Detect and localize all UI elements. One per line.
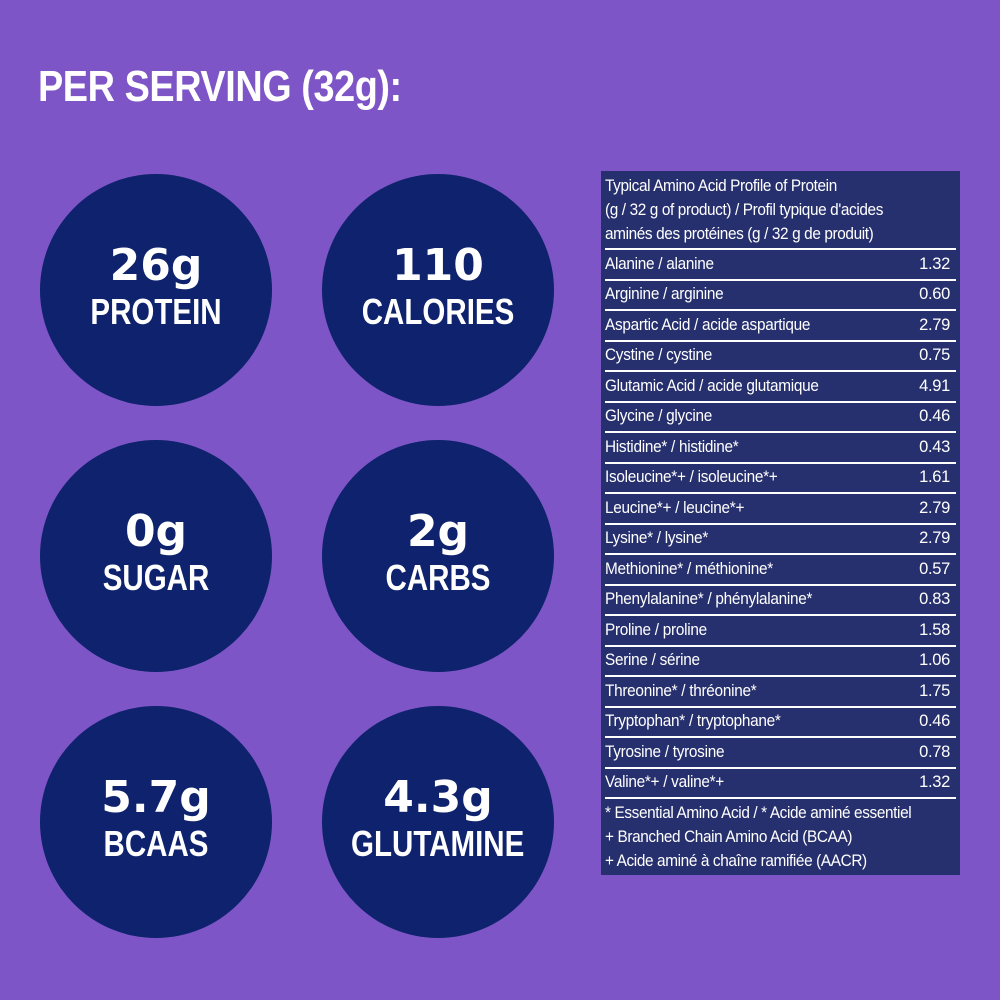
amino-acid-name: Lysine* / lysine* [605, 529, 709, 548]
amino-acid-name: Histidine* / histidine* [605, 437, 739, 456]
table-title-line: Typical Amino Acid Profile of Protein [605, 177, 837, 195]
table-row: Isoleucine*+ / isoleucine*+ 1.61 [605, 464, 956, 494]
table-divider [605, 248, 956, 250]
amino-acid-name: Threonine* / thréonine* [605, 681, 757, 700]
stat-value: 26g [109, 240, 203, 291]
table-row: Phenylalanine* / phénylalanine* 0.83 [605, 586, 956, 616]
amino-acid-profile-table: Typical Amino Acid Profile of Protein (g… [601, 171, 960, 875]
stat-label: GLUTAMINE [351, 823, 525, 864]
amino-acid-name: Alanine / alanine [605, 254, 714, 273]
amino-acid-name: Arginine / arginine [605, 285, 724, 304]
amino-acid-value: 2.79 [919, 529, 950, 548]
table-row: Aspartic Acid / acide aspartique 2.79 [605, 311, 956, 342]
page-title: PER SERVING (32g): [38, 62, 402, 111]
stat-circle-glutamine: 4.3g GLUTAMINE [322, 706, 554, 938]
amino-acid-value: 1.32 [919, 254, 950, 273]
table-row: Lysine* / lysine* 2.79 [605, 525, 956, 555]
amino-acid-value: 1.75 [919, 681, 950, 700]
stat-value: 0g [124, 506, 188, 557]
amino-acid-value: 0.43 [919, 437, 950, 456]
table-title-line: aminés des protéines (g / 32 g de produi… [605, 225, 874, 243]
stat-label: CALORIES [361, 291, 515, 332]
amino-acid-value: 0.46 [919, 407, 950, 426]
amino-acid-name: Tryptophan* / tryptophane* [605, 712, 781, 731]
amino-acid-value: 1.32 [919, 773, 950, 792]
stat-label: BCAAS [103, 823, 209, 864]
amino-acid-name: Tyrosine / tyrosine [605, 742, 725, 761]
stat-label: SUGAR [102, 557, 210, 598]
table-title: Typical Amino Acid Profile of Protein (g… [605, 174, 958, 248]
table-row: Arginine / arginine 0.60 [605, 281, 956, 311]
amino-acid-name: Isoleucine*+ / isoleucine*+ [605, 468, 778, 487]
stat-circle-bcaas: 5.7g BCAAS [40, 706, 272, 938]
amino-acid-name: Valine*+ / valine*+ [605, 773, 724, 792]
table-row: Glutamic Acid / acide glutamique 4.91 [605, 372, 956, 403]
amino-acid-value: 1.61 [919, 468, 950, 487]
amino-acid-name: Glycine / glycine [605, 407, 712, 426]
table-title-line: (g / 32 g of product) / Profil typique d… [605, 201, 884, 219]
amino-acid-name: Serine / sérine [605, 651, 700, 670]
table-row: Histidine* / histidine* 0.43 [605, 433, 956, 464]
amino-acid-value: 0.46 [919, 712, 950, 731]
stat-circle-protein: 26g PROTEIN [40, 174, 272, 406]
table-row: Threonine* / thréonine* 1.75 [605, 677, 956, 708]
amino-acid-name: Phenylalanine* / phénylalanine* [605, 590, 813, 609]
table-row: Serine / sérine 1.06 [605, 647, 956, 677]
amino-acid-name: Aspartic Acid / acide aspartique [605, 315, 811, 334]
table-footnotes: * Essential Amino Acid / * Acide aminé e… [605, 799, 958, 873]
amino-acid-value: 2.79 [919, 315, 950, 334]
footnote: + Branched Chain Amino Acid (BCAA) [605, 828, 853, 846]
footnote: + Acide aminé à chaîne ramifiée (AACR) [605, 852, 867, 870]
table-row: Proline / proline 1.58 [605, 616, 956, 647]
amino-acid-name: Cystine / cystine [605, 346, 712, 365]
stat-value: 110 [392, 240, 484, 291]
table-row: Leucine*+ / leucine*+ 2.79 [605, 494, 956, 525]
amino-acid-name: Proline / proline [605, 620, 707, 639]
amino-acid-value: 1.06 [919, 651, 950, 670]
table-row: Valine*+ / valine*+ 1.32 [605, 769, 956, 799]
amino-acid-value: 0.83 [919, 590, 950, 609]
amino-acid-name: Glutamic Acid / acide glutamique [605, 376, 819, 395]
stat-circle-carbs: 2g CARBS [322, 440, 554, 672]
stat-value: 4.3g [383, 772, 493, 823]
amino-acid-value: 0.78 [919, 742, 950, 761]
stat-label: CARBS [385, 557, 491, 598]
table-row: Glycine / glycine 0.46 [605, 403, 956, 433]
stat-circle-sugar: 0g SUGAR [40, 440, 272, 672]
table-row: Tryptophan* / tryptophane* 0.46 [605, 708, 956, 738]
amino-acid-value: 0.60 [919, 285, 950, 304]
amino-acid-value: 1.58 [919, 620, 950, 639]
stat-label: PROTEIN [90, 291, 222, 332]
amino-acid-value: 0.75 [919, 346, 950, 365]
amino-acid-value: 0.57 [919, 559, 950, 578]
table-row: Cystine / cystine 0.75 [605, 342, 956, 372]
stat-circle-calories: 110 CALORIES [322, 174, 554, 406]
table-row: Alanine / alanine 1.32 [605, 250, 956, 281]
stat-value: 5.7g [101, 772, 211, 823]
table-row: Tyrosine / tyrosine 0.78 [605, 738, 956, 769]
amino-acid-value: 2.79 [919, 498, 950, 517]
amino-acid-value: 4.91 [919, 376, 950, 395]
stat-value: 2g [406, 506, 470, 557]
amino-acid-name: Methionine* / méthionine* [605, 559, 773, 578]
amino-acid-name: Leucine*+ / leucine*+ [605, 498, 745, 517]
footnote: * Essential Amino Acid / * Acide aminé e… [605, 804, 912, 822]
table-row: Methionine* / méthionine* 0.57 [605, 555, 956, 586]
